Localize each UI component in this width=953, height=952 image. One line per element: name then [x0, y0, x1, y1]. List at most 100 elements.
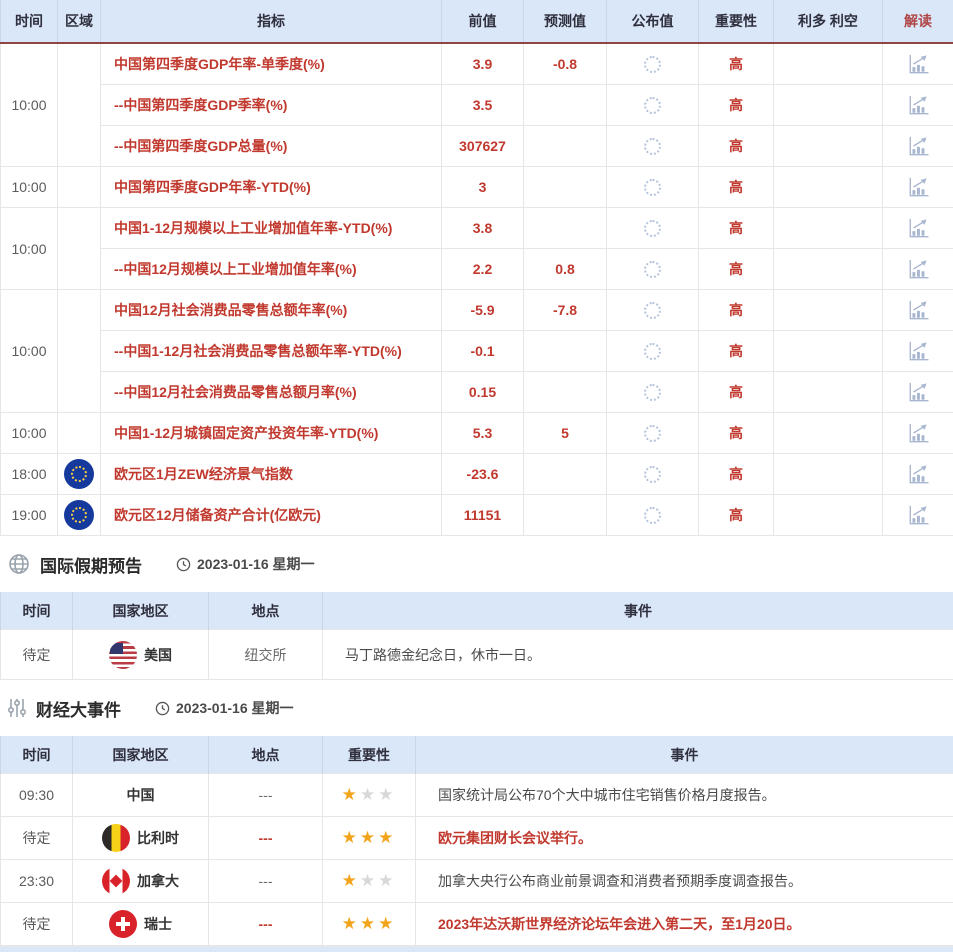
bull-bear-cell [774, 208, 883, 249]
interpret-button[interactable] [883, 126, 953, 167]
time-cell: 10:00 [1, 208, 58, 290]
globe-icon [7, 552, 31, 576]
event-text: 欧元集团财长会议举行。 [416, 817, 953, 860]
event-text: 2023年达沃斯世界经济论坛年会进入第二天，至1月20日。 [416, 903, 953, 946]
published-cell [607, 495, 699, 536]
table-row: --中国第四季度GDP总量(%) 307627 高 [1, 126, 953, 167]
indicator-link[interactable]: --中国第四季度GDP总量(%) [101, 126, 442, 167]
bull-bear-cell [774, 454, 883, 495]
col-forecast: 预测值 [524, 0, 607, 43]
region-cell [58, 167, 101, 208]
forecast-value [524, 331, 607, 372]
table-row: 10:00 中国第四季度GDP年率-YTD(%) 3 高 [1, 167, 953, 208]
region-cell [58, 413, 101, 454]
indicator-link[interactable]: 中国12月社会消费品零售总额年率(%) [101, 290, 442, 331]
country-name: 比利时 [137, 830, 179, 846]
time-cell: 10:00 [1, 43, 58, 167]
interpret-button[interactable] [883, 413, 953, 454]
published-cell [607, 208, 699, 249]
col-published: 公布值 [607, 0, 699, 43]
indicator-link[interactable]: 中国1-12月城镇固定资产投资年率-YTD(%) [101, 413, 442, 454]
time-cell: 10:00 [1, 167, 58, 208]
star-icon: ★ [342, 871, 360, 890]
previous-value: 3.5 [442, 85, 524, 126]
indicator-link[interactable]: --中国第四季度GDP季率(%) [101, 85, 442, 126]
country-cell: 比利时 [73, 817, 209, 860]
sliders-icon [7, 697, 27, 719]
us-flag-icon [109, 641, 137, 669]
loading-spinner-icon [644, 302, 661, 319]
previous-value: 11151 [442, 495, 524, 536]
time-cell: 23:30 [1, 860, 73, 903]
forecast-value: 0.8 [524, 249, 607, 290]
place-cell: --- [209, 860, 323, 903]
previous-value: 0.15 [442, 372, 524, 413]
col-indicator: 指标 [101, 0, 442, 43]
chart-icon [907, 382, 929, 402]
indicator-link[interactable]: --中国12月规模以上工业增加值年率(%) [101, 249, 442, 290]
region-cell [58, 290, 101, 413]
col-time: 时间 [1, 592, 73, 630]
previous-value: 3 [442, 167, 524, 208]
table-row: 10:00 中国1-12月规模以上工业增加值年率-YTD(%) 3.8 高 [1, 208, 953, 249]
interpret-button[interactable] [883, 331, 953, 372]
loading-spinner-icon [644, 466, 661, 483]
holiday-row: 待定 美国 纽交所 马丁路德金纪念日，休市一日。 [1, 630, 953, 680]
clock-icon [155, 701, 170, 716]
event-text: 国家统计局公布70个大中城市住宅销售价格月度报告。 [416, 774, 953, 817]
region-cell [58, 43, 101, 167]
interpret-button[interactable] [883, 372, 953, 413]
bull-bear-cell [774, 126, 883, 167]
published-cell [607, 413, 699, 454]
loading-spinner-icon [644, 425, 661, 442]
indicator-link[interactable]: --中国1-12月社会消费品零售总额年率-YTD(%) [101, 331, 442, 372]
event-text: 加拿大央行公布商业前景调查和消费者预期季度调查报告。 [416, 860, 953, 903]
interpret-button[interactable] [883, 43, 953, 85]
bull-bear-cell [774, 167, 883, 208]
importance-value: 高 [699, 249, 774, 290]
indicator-link[interactable]: 中国1-12月规模以上工业增加值年率-YTD(%) [101, 208, 442, 249]
published-cell [607, 249, 699, 290]
section-date: 2023-01-16 星期一 [176, 554, 315, 574]
col-place: 地点 [209, 592, 323, 630]
chart-icon [907, 423, 929, 443]
indicator-link[interactable]: 中国第四季度GDP年率-单季度(%) [101, 43, 442, 85]
chart-icon [907, 177, 929, 197]
col-region: 区域 [58, 0, 101, 43]
star-icon: ★ [378, 785, 396, 804]
indicator-link[interactable]: 中国第四季度GDP年率-YTD(%) [101, 167, 442, 208]
interpret-button[interactable] [883, 85, 953, 126]
interpret-button[interactable] [883, 167, 953, 208]
place-cell: --- [209, 817, 323, 860]
interpret-button[interactable] [883, 208, 953, 249]
interpret-button[interactable] [883, 249, 953, 290]
table-row: --中国1-12月社会消费品零售总额年率-YTD(%) -0.1 高 [1, 331, 953, 372]
importance-stars: ★★★ [323, 903, 416, 946]
loading-spinner-icon [644, 220, 661, 237]
clock-icon [176, 557, 191, 572]
col-time: 时间 [1, 736, 73, 774]
interpret-button[interactable] [883, 454, 953, 495]
indicator-link[interactable]: 欧元区1月ZEW经济景气指数 [101, 454, 442, 495]
chart-icon [907, 505, 929, 525]
event-row: 待定 瑞士 --- ★★★ 2023年达沃斯世界经济论坛年会进入第二天，至1月2… [1, 903, 953, 946]
importance-value: 高 [699, 331, 774, 372]
importance-stars: ★★★ [323, 860, 416, 903]
published-cell [607, 372, 699, 413]
forecast-value [524, 454, 607, 495]
previous-value: -5.9 [442, 290, 524, 331]
previous-value: 2.2 [442, 249, 524, 290]
loading-spinner-icon [644, 179, 661, 196]
col-importance: 重要性 [323, 736, 416, 774]
indicator-link[interactable]: 欧元区12月储备资产合计(亿欧元) [101, 495, 442, 536]
event-row: 09:30 中国 --- ★★★ 国家统计局公布70个大中城市住宅销售价格月度报… [1, 774, 953, 817]
chart-icon [907, 136, 929, 156]
interpret-button[interactable] [883, 495, 953, 536]
col-place: 地点 [209, 736, 323, 774]
indicator-link[interactable]: --中国12月社会消费品零售总额月率(%) [101, 372, 442, 413]
star-icon: ★ [342, 828, 360, 847]
interpret-button[interactable] [883, 290, 953, 331]
time-cell: 待定 [1, 630, 73, 680]
table-row: 18:00 欧元区1月ZEW经济景气指数 -23.6 高 [1, 454, 953, 495]
col-importance: 重要性 [699, 0, 774, 43]
